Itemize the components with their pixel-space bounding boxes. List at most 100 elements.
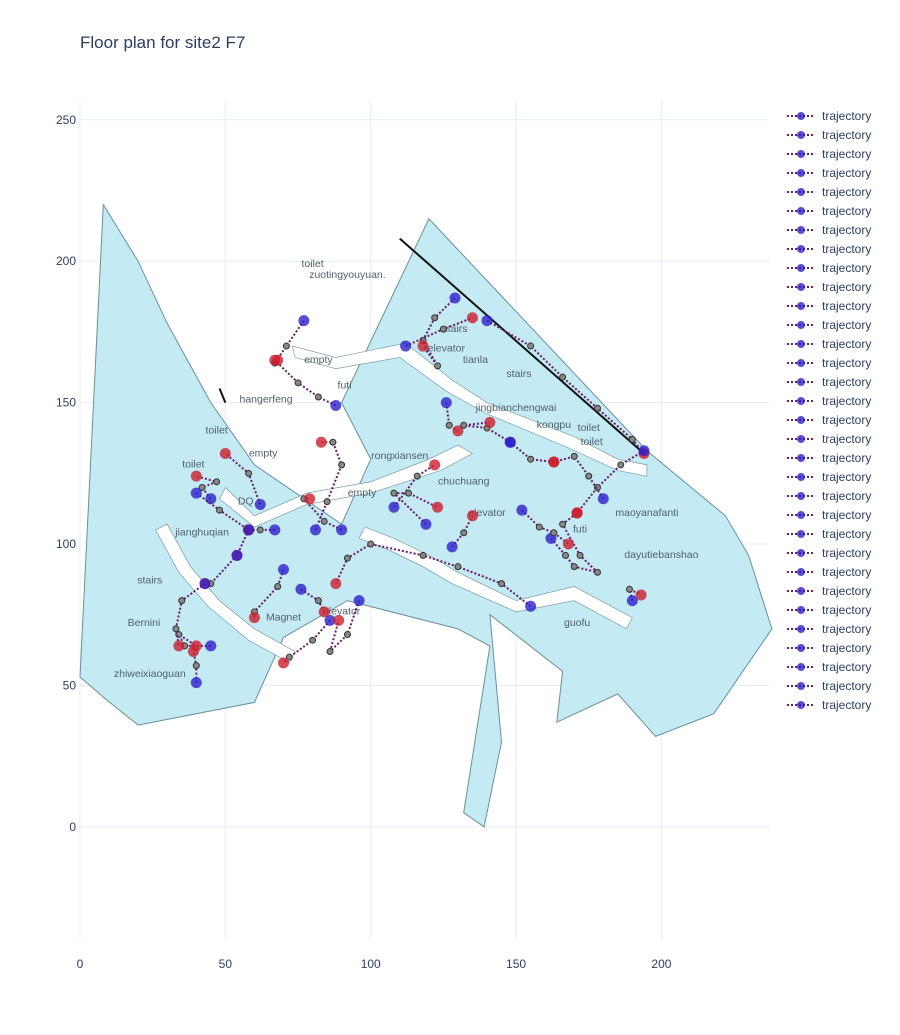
legend[interactable]: trajectory trajectory trajectory trajectory… xyxy=(786,106,896,714)
room-label: stairs xyxy=(442,323,467,335)
trajectory-start-point xyxy=(388,501,400,513)
legend-item[interactable]: trajectory xyxy=(786,144,896,163)
trajectory-series xyxy=(388,459,441,513)
trajectory-waypoint xyxy=(628,435,636,443)
legend-label: trajectory xyxy=(822,241,872,256)
trajectory-end-point xyxy=(484,416,496,428)
room-label: DQ xyxy=(238,495,254,507)
legend-marker xyxy=(797,187,805,196)
legend-item[interactable]: trajectory xyxy=(786,467,896,486)
legend-marker xyxy=(797,225,805,234)
trajectory-waypoint xyxy=(172,625,180,633)
trajectory-waypoint xyxy=(285,653,293,661)
legend-item[interactable]: trajectory xyxy=(786,410,896,429)
legend-marker xyxy=(797,643,805,652)
legend-item[interactable]: trajectory xyxy=(786,201,896,220)
legend-item[interactable]: trajectory xyxy=(786,429,896,448)
trajectory-waypoint xyxy=(559,373,567,381)
trajectory-start-point xyxy=(231,549,243,561)
legend-item[interactable]: trajectory xyxy=(786,163,896,182)
legend-item[interactable]: trajectory xyxy=(786,543,896,562)
legend-item[interactable]: trajectory xyxy=(786,657,896,676)
trajectory-path xyxy=(314,441,343,531)
legend-label: trajectory xyxy=(822,184,872,199)
trajectory-waypoint xyxy=(445,421,453,429)
trajectory-end-point xyxy=(548,456,560,468)
trajectory-end-point xyxy=(466,312,478,324)
legend-item[interactable]: trajectory xyxy=(786,695,896,714)
trajectory-end-point xyxy=(187,646,199,658)
legend-label: trajectory xyxy=(822,203,872,218)
legend-marker xyxy=(797,700,805,709)
legend-item[interactable]: trajectory xyxy=(786,676,896,695)
trajectory-waypoint xyxy=(309,636,317,644)
legend-item[interactable]: trajectory xyxy=(786,125,896,144)
legend-item[interactable]: trajectory xyxy=(786,258,896,277)
legend-label: trajectory xyxy=(822,298,872,313)
legend-label: trajectory xyxy=(822,450,872,465)
trajectory-start-point xyxy=(420,518,432,530)
trajectory-path xyxy=(282,619,331,664)
trajectory-waypoint xyxy=(439,325,447,333)
trajectory-waypoint xyxy=(585,472,593,480)
legend-item[interactable]: trajectory xyxy=(786,220,896,239)
legend-item[interactable]: trajectory xyxy=(786,486,896,505)
trajectory-waypoint xyxy=(314,393,322,401)
legend-item[interactable]: trajectory xyxy=(786,448,896,467)
legend-item[interactable]: trajectory xyxy=(786,581,896,600)
legend-marker xyxy=(797,453,805,462)
legend-item[interactable]: trajectory xyxy=(786,619,896,638)
legend-item[interactable]: trajectory xyxy=(786,562,896,581)
legend-swatch-icon xyxy=(787,453,815,462)
wall-segment xyxy=(399,237,645,455)
legend-item[interactable]: trajectory xyxy=(786,182,896,201)
trajectory-waypoint xyxy=(535,523,543,531)
room-label: hangerfeng xyxy=(239,394,292,406)
legend-marker xyxy=(797,662,805,671)
trajectory-path xyxy=(274,359,337,407)
trajectory-series xyxy=(446,510,478,553)
trajectory-start-point xyxy=(205,493,217,505)
legend-swatch-icon xyxy=(787,263,815,272)
legend-item[interactable]: trajectory xyxy=(786,391,896,410)
legend-label: trajectory xyxy=(822,545,872,560)
legend-item[interactable]: trajectory xyxy=(786,505,896,524)
legend-label: trajectory xyxy=(822,374,872,389)
trajectory-series xyxy=(248,563,290,624)
legend-item[interactable]: trajectory xyxy=(786,600,896,619)
trajectory-series xyxy=(190,470,221,505)
legend-item[interactable]: trajectory xyxy=(786,524,896,543)
legend-item[interactable]: trajectory xyxy=(786,638,896,657)
legend-label: trajectory xyxy=(822,602,872,617)
legend-label: trajectory xyxy=(822,260,872,275)
legend-label: trajectory xyxy=(822,507,872,522)
trajectory-waypoint xyxy=(213,478,221,486)
legend-item[interactable]: trajectory xyxy=(786,315,896,334)
legend-marker xyxy=(797,244,805,253)
legend-item[interactable]: trajectory xyxy=(786,296,896,315)
legend-item[interactable]: trajectory xyxy=(786,353,896,372)
trajectory-start-point xyxy=(449,292,461,304)
trajectory-end-point xyxy=(248,612,260,624)
legend-label: trajectory xyxy=(822,108,872,123)
legend-label: trajectory xyxy=(822,146,872,161)
legend-item[interactable]: trajectory xyxy=(786,372,896,391)
trajectory-path xyxy=(196,475,220,500)
trajectory-waypoint xyxy=(326,648,334,656)
legend-swatch-icon xyxy=(787,111,815,120)
legend-item[interactable]: trajectory xyxy=(786,239,896,258)
legend-item[interactable]: trajectory xyxy=(786,106,896,125)
legend-item[interactable]: trajectory xyxy=(786,334,896,353)
legend-marker xyxy=(797,605,805,614)
legend-item[interactable]: trajectory xyxy=(786,277,896,296)
legend-label: trajectory xyxy=(822,222,872,237)
trajectory-start-point xyxy=(481,315,493,327)
trajectory-layer[interactable] xyxy=(172,292,650,689)
trajectory-series xyxy=(326,595,365,656)
legend-swatch-icon xyxy=(787,567,815,576)
trajectory-waypoint xyxy=(343,554,351,562)
legend-marker xyxy=(797,491,805,500)
trajectory-series xyxy=(400,312,478,352)
trajectory-waypoint xyxy=(413,472,421,480)
